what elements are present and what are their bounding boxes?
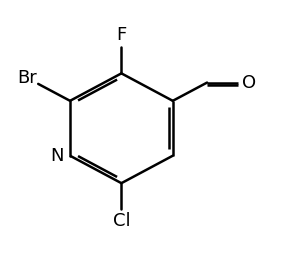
Text: Br: Br — [17, 69, 37, 87]
Text: F: F — [116, 26, 126, 45]
Text: O: O — [242, 74, 256, 92]
Text: Cl: Cl — [113, 212, 130, 230]
Text: N: N — [51, 147, 64, 165]
